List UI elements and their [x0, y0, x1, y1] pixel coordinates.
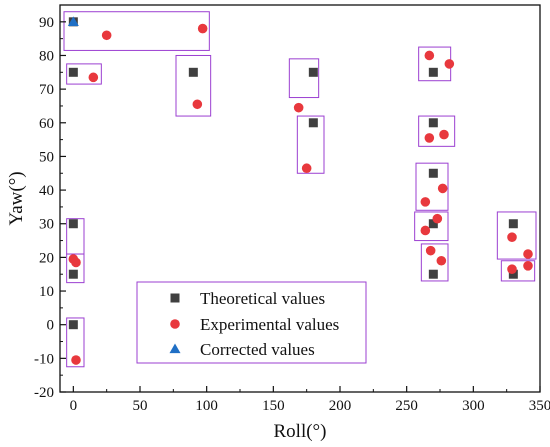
point-theoretical [68, 67, 78, 77]
point-theoretical [428, 269, 438, 279]
legend-label-experimental: Experimental values [200, 315, 339, 334]
point-experimental [425, 245, 436, 256]
point-experimental [71, 355, 81, 365]
annotation-box [500, 260, 536, 282]
x-tick-label: 300 [462, 398, 485, 414]
point-experimental [436, 255, 447, 266]
legend-label-corrected: Corrected values [200, 340, 315, 359]
annotation-box [288, 58, 320, 99]
point-experimental [424, 50, 435, 61]
point-experimental [523, 260, 533, 271]
point-experimental [507, 232, 517, 242]
point-experimental [420, 225, 431, 236]
annotation-box [175, 54, 212, 117]
annotation-box [496, 211, 537, 260]
y-tick-label: 0 [47, 318, 55, 334]
annotation-box [66, 63, 102, 85]
y-tick-label: 70 [39, 82, 54, 98]
point-experimental [439, 129, 449, 140]
point-experimental [420, 197, 431, 207]
annotation-box [66, 317, 85, 368]
point-experimental [432, 213, 443, 224]
x-axis-ticks: 0 50 100 150 200 250 300 350 [70, 386, 550, 414]
annotation-boxes [63, 11, 537, 368]
point-experimental [192, 99, 203, 110]
x-tick-label: 250 [395, 398, 418, 414]
point-theoretical [308, 118, 318, 128]
point-experimental [293, 102, 304, 113]
annotation-box [63, 11, 210, 51]
legend-marker-corrected [169, 343, 181, 354]
point-theoretical [428, 67, 438, 77]
annotation-box [415, 162, 449, 211]
y-tick-label: 10 [39, 284, 54, 300]
point-experimental [71, 257, 81, 268]
point-experimental [507, 264, 517, 274]
annotation-box [414, 211, 449, 242]
y-tick-label: -10 [34, 351, 54, 367]
point-theoretical [428, 168, 438, 178]
point-theoretical [68, 219, 78, 229]
y-tick-label: 30 [39, 217, 54, 233]
y-tick-label: 20 [39, 250, 54, 266]
x-tick-label: 200 [329, 398, 352, 414]
legend-marker-theoretical [170, 293, 180, 303]
point-experimental [301, 163, 312, 174]
x-axis-title: Roll(°) [274, 421, 327, 442]
x-tick-label: 350 [529, 398, 550, 414]
y-tick-label: -20 [34, 385, 54, 401]
point-experimental [424, 133, 435, 143]
y-tick-label: 80 [39, 48, 54, 64]
annotation-box [66, 253, 85, 284]
point-experimental [197, 23, 208, 34]
point-theoretical [308, 67, 318, 77]
x-tick-label: 100 [195, 398, 218, 414]
annotation-box [420, 243, 449, 282]
x-tick-label: 50 [133, 398, 148, 414]
point-experimental [88, 72, 99, 83]
plot-area-frame [59, 4, 541, 393]
point-experimental [101, 30, 112, 41]
x-tick-label: 150 [262, 398, 285, 414]
point-corrected [67, 16, 79, 26]
y-tick-label: 60 [39, 116, 54, 132]
point-theoretical [68, 320, 78, 330]
data-points [67, 16, 533, 365]
y-tick-label: 40 [39, 183, 54, 199]
y-tick-label: 50 [39, 149, 54, 165]
y-axis-ticks: -20 -10 0 10 20 30 40 50 60 70 80 90 [34, 15, 66, 401]
point-theoretical [508, 219, 518, 229]
annotation-box [296, 115, 325, 174]
point-theoretical [188, 67, 198, 77]
y-axis-title: Yaw(°) [6, 171, 27, 225]
legend-label-theoretical: Theoretical values [200, 289, 325, 308]
point-experimental [437, 183, 448, 194]
x-tick-label: 0 [70, 398, 78, 414]
point-experimental [444, 59, 455, 69]
y-tick-label: 90 [39, 15, 54, 31]
point-experimental [523, 249, 533, 259]
legend: Theoretical values Experimental values C… [136, 281, 367, 364]
annotation-box [418, 115, 456, 147]
point-theoretical [428, 118, 438, 128]
point-theoretical [68, 269, 78, 279]
legend-marker-experimental [170, 319, 180, 329]
